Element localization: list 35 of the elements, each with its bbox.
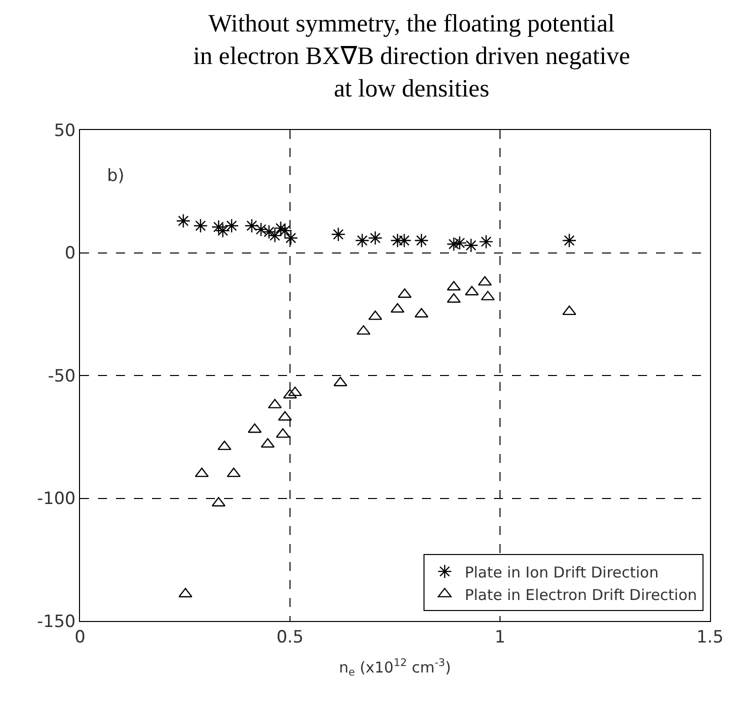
point [452,236,467,250]
x-tick-label: 1 [494,627,506,648]
x-tick-label: 1.5 [696,627,724,648]
chart-title: Without symmetry, the floating potential in electron BX∇B direction driven negative at low densities [193,10,630,103]
point [193,218,208,233]
point [446,236,461,252]
legend-label: Plate in Ion Drift Direction [464,563,659,582]
point [478,234,494,249]
legend-label: Plate in Electron Drift Direction [464,586,698,604]
point [331,227,346,242]
point [356,325,370,335]
point [414,233,429,248]
point [211,220,226,234]
point [390,303,404,313]
point [464,238,478,253]
y-tick-label: -50 [48,366,76,386]
annotation: b) [107,166,124,186]
point [254,222,268,237]
point [224,218,239,233]
x-axis-title: n$_{e}$ (x10$^{12}$ cm$^{-3}$) [339,657,451,679]
y-tick-label: -100 [37,489,76,510]
point [368,230,382,246]
point [278,411,292,421]
point [218,440,232,450]
point [562,233,576,248]
point [284,230,298,246]
point [278,223,292,238]
point [355,233,370,248]
point [244,218,259,233]
point [176,214,191,228]
y-tick-label: 50 [54,120,76,141]
y-tick-label: -150 [37,612,76,632]
y-tick-label: 0 [64,244,76,264]
x-tick-label: 0.5 [276,627,304,648]
point [288,386,302,396]
